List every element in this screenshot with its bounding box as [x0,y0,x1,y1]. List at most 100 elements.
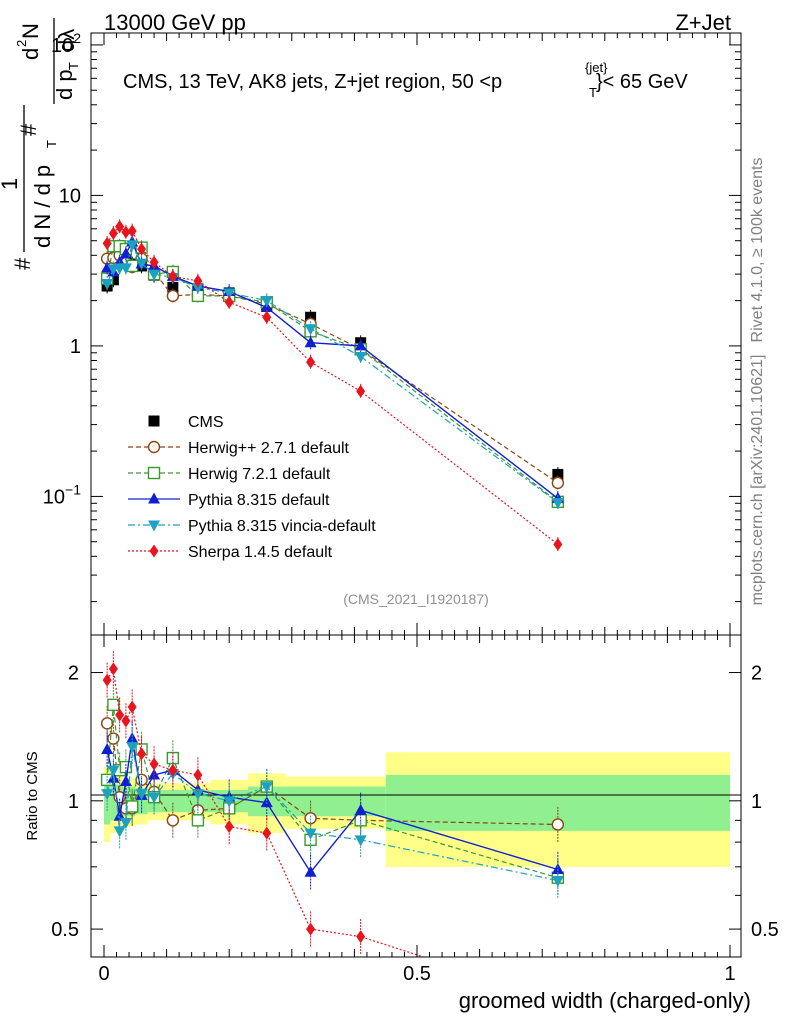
ratio-data-point [101,742,114,754]
data-point [166,289,180,303]
y-tick-label-base: 10 [43,486,65,508]
ratio-data-point [102,673,112,687]
legend-marker [149,544,159,558]
side-rivet-label: Rivet 4.1.0, ≥ 100k events [749,158,766,343]
title-pre: CMS, 13 TeV, AK8 jets, Z+jet region, 50 … [123,71,502,93]
ratio-y-tick-label-left: 1 [68,791,79,813]
y-tick-label-exp: 2 [73,30,81,46]
ratio-data-point [126,742,139,754]
band-green [160,790,186,813]
ratio-y-tick-label-left: 0.5 [51,919,79,941]
data-point [148,269,161,281]
ratio-data-point [193,768,203,782]
ratio-data-point [113,826,126,838]
ratio-frame [90,634,742,958]
ratio-y-tick-label-right: 0.5 [751,919,779,941]
ratio-data-point [115,708,125,722]
data-point [126,240,139,252]
band-green [110,783,117,821]
data-point [137,242,147,256]
ratio-data-point [148,792,161,804]
data-point [101,278,114,290]
ratio-series-line [106,704,559,879]
x-tick-label: 0.5 [403,963,431,985]
y-tick-label: 102 [51,30,81,57]
ylabel-sub-t2: T [66,62,81,70]
ratio-data-point [260,782,273,794]
data-point [260,296,273,308]
header-left: 13000 GeV pp [104,10,246,35]
data-point [135,258,148,270]
ratio-y-tick-label-right: 1 [751,791,762,813]
legend-item: Herwig 7.2.1 default [128,466,331,483]
ylabel-sup-2: 2 [14,40,29,47]
series-line [106,225,559,545]
data-point [356,384,366,398]
ratio-data-point [191,814,205,827]
data-point [306,355,316,369]
data-point [108,226,118,240]
ratio-data-point [127,700,137,714]
ratio-y-label: Ratio to CMS [24,751,41,840]
x-tick-labels: 0 0.5 1 [98,963,735,985]
legend-item: CMS [148,414,224,431]
ratio-data-point [354,803,367,815]
legend-marker [147,466,161,480]
data-point [119,263,132,275]
ylabel-n: N [18,23,43,39]
main-data-marks [100,219,565,552]
legend-label: Sherpa 1.4.5 default [188,544,333,561]
x-tick-label: 1 [724,963,735,985]
legend-label: CMS [188,414,224,431]
data-point [149,255,159,269]
data-point [115,220,125,234]
ylabel-sub-t1: T [44,140,59,148]
legend-item: Pythia 8.315 default [128,492,330,509]
data-point [354,339,367,351]
legend-marker [147,440,161,454]
ratio-series-group [100,651,565,957]
ratio-data-point [107,765,120,777]
data-point [167,281,179,293]
y-tick-label: 10 [59,185,81,207]
ylabel-hash1: # [10,257,35,270]
main-y-label: # 1 d N / d p T # d p T d 2 N dλ [0,18,81,270]
legend-marker [148,415,160,427]
title-post: }< 65 GeV [596,71,688,93]
series-sherpa [102,219,563,552]
ratio-series-sherpa [102,651,426,957]
ylabel-dlambda: dλ [54,29,79,52]
ratio-data-point [126,732,139,744]
ratio-data-marks [100,651,565,957]
data-point [127,224,137,238]
legend-marker [148,492,160,504]
ratio-data-point [121,714,131,728]
data-point [107,274,119,286]
legend-label: Pythia 8.315 vincia-default [188,518,376,535]
ratio-data-point [223,796,236,808]
ratio-y-tick-label-left: 2 [68,663,79,685]
ratio-data-point [551,876,564,888]
data-point [551,476,565,490]
y-tick-label-exp: −1 [65,481,81,497]
ratio-data-point [135,789,148,801]
band-green [285,786,386,817]
ratio-y-tick-labels: 2 2 1 1 0.5 0.5 [51,663,779,942]
ylabel-hash2: # [16,123,41,136]
ylabel-dpt: d p [52,69,77,100]
legend-label: Pythia 8.315 default [188,492,330,509]
ylabel-dn-dpt: d N / d p [30,165,55,248]
y-tick-label-base: 10 [51,35,73,57]
ylabel-one: 1 [0,178,22,190]
ratio-panel: 2 21 10.5 0.5 0 0.5 1 Ratio to CMS groomed wi… [24,634,779,1013]
title-sup: {jet} [585,60,608,75]
ratio-data-point [166,814,180,827]
data-point [552,468,564,480]
data-point [551,498,564,510]
ratio-data-point [108,662,118,676]
ratio-data-point [125,800,139,813]
data-point [553,537,563,551]
